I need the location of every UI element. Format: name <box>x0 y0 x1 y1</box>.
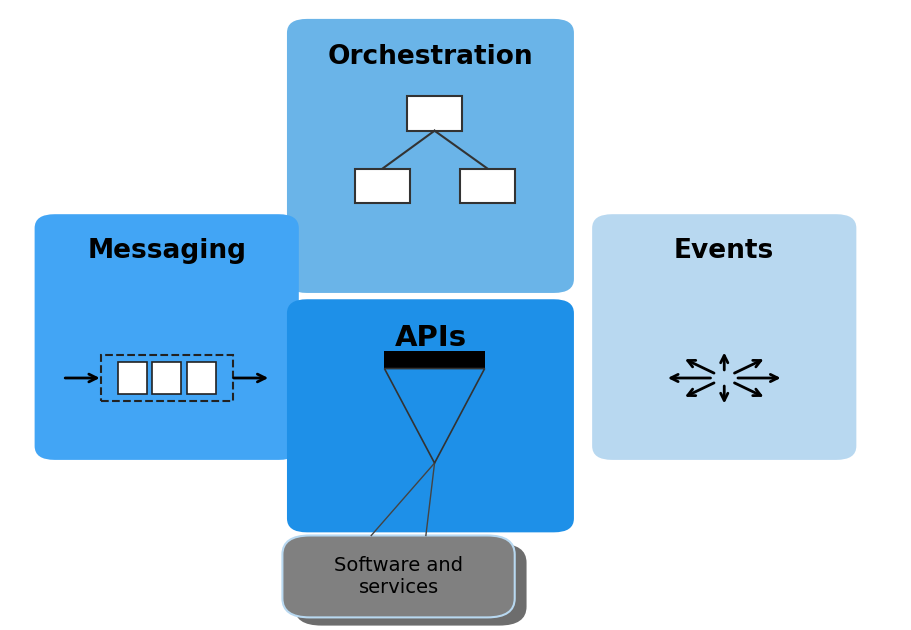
Bar <box>355 168 410 203</box>
Text: Messaging: Messaging <box>87 238 246 264</box>
FancyBboxPatch shape <box>287 299 574 532</box>
Bar <box>187 362 216 394</box>
Bar <box>118 362 147 394</box>
Bar <box>407 96 462 131</box>
Text: Software and
services: Software and services <box>334 556 463 597</box>
FancyBboxPatch shape <box>287 19 574 293</box>
Text: Events: Events <box>674 238 774 264</box>
FancyBboxPatch shape <box>294 544 527 626</box>
Bar <box>460 168 515 203</box>
FancyBboxPatch shape <box>592 214 856 460</box>
Text: APIs: APIs <box>394 324 466 352</box>
FancyBboxPatch shape <box>282 536 515 617</box>
Bar <box>100 355 233 401</box>
Bar <box>384 351 485 369</box>
Text: Orchestration: Orchestration <box>328 44 533 70</box>
Bar <box>152 362 181 394</box>
FancyBboxPatch shape <box>35 214 299 460</box>
